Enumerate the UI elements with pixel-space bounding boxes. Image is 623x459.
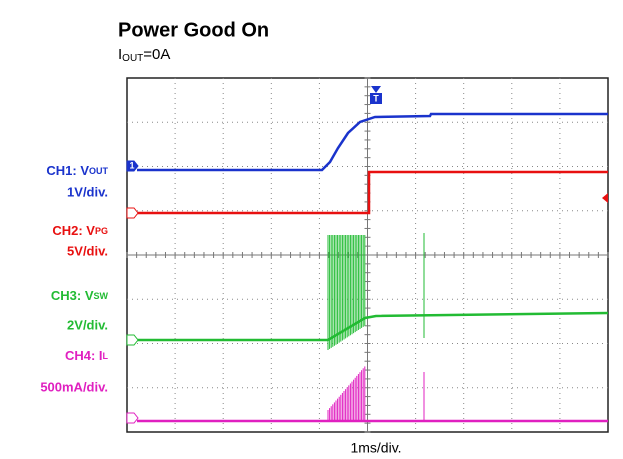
- ch2-marker-right: [602, 193, 608, 203]
- channel-name: CH3: VSW: [51, 288, 109, 303]
- channel-scale: 5V/div.: [67, 243, 108, 258]
- ch1-trace: [137, 112, 608, 172]
- channel-name-main: CH2: V: [52, 223, 95, 238]
- grid: [126, 77, 609, 433]
- channel-name-main: CH3: V: [51, 288, 94, 303]
- channel-marker: 2: [129, 207, 134, 217]
- ch2-trace: [137, 170, 608, 215]
- channel-scale: 2V/div.: [67, 317, 108, 332]
- channel-scale: 1V/div.: [67, 184, 108, 199]
- channel-name-sub: SW: [94, 291, 109, 301]
- subtitle: IOUT=0A: [118, 46, 170, 64]
- channel-name: CH4: IL: [65, 348, 109, 363]
- channel-marker: 1: [129, 160, 134, 170]
- channel-marker-shape: [126, 207, 139, 219]
- channel-name: CH2: VPG: [52, 223, 108, 238]
- channel-markers: 1 2 3 4: [126, 160, 139, 424]
- trigger-box: [370, 93, 382, 104]
- channel-name-main: CH4: I: [65, 348, 103, 363]
- channel-labels: CH1: VOUT 1V/div. CH2: VPG 5V/div. CH3: VSW 2…: [40, 163, 108, 394]
- channel-name: CH1: VOUT: [46, 163, 108, 178]
- trigger-marker: T: [373, 93, 379, 103]
- x-label: 1ms/div.: [350, 440, 401, 456]
- trigger-pointer: [371, 86, 381, 93]
- switching-burst: [327, 235, 366, 421]
- channel-name-sub: PG: [95, 226, 108, 236]
- channel-marker-shape: [126, 334, 139, 346]
- channel-scale: 500mA/div.: [40, 379, 108, 394]
- title: Power Good On: [118, 19, 269, 41]
- channel-marker-shape: [126, 160, 139, 172]
- channel-name-main: CH1: V: [46, 163, 89, 178]
- channel-name-sub: L: [103, 351, 109, 361]
- channel-marker-shape: [126, 412, 139, 424]
- channel-name-sub: OUT: [89, 166, 109, 176]
- channel-marker: 4: [129, 412, 134, 422]
- channel-marker: 3: [129, 334, 134, 344]
